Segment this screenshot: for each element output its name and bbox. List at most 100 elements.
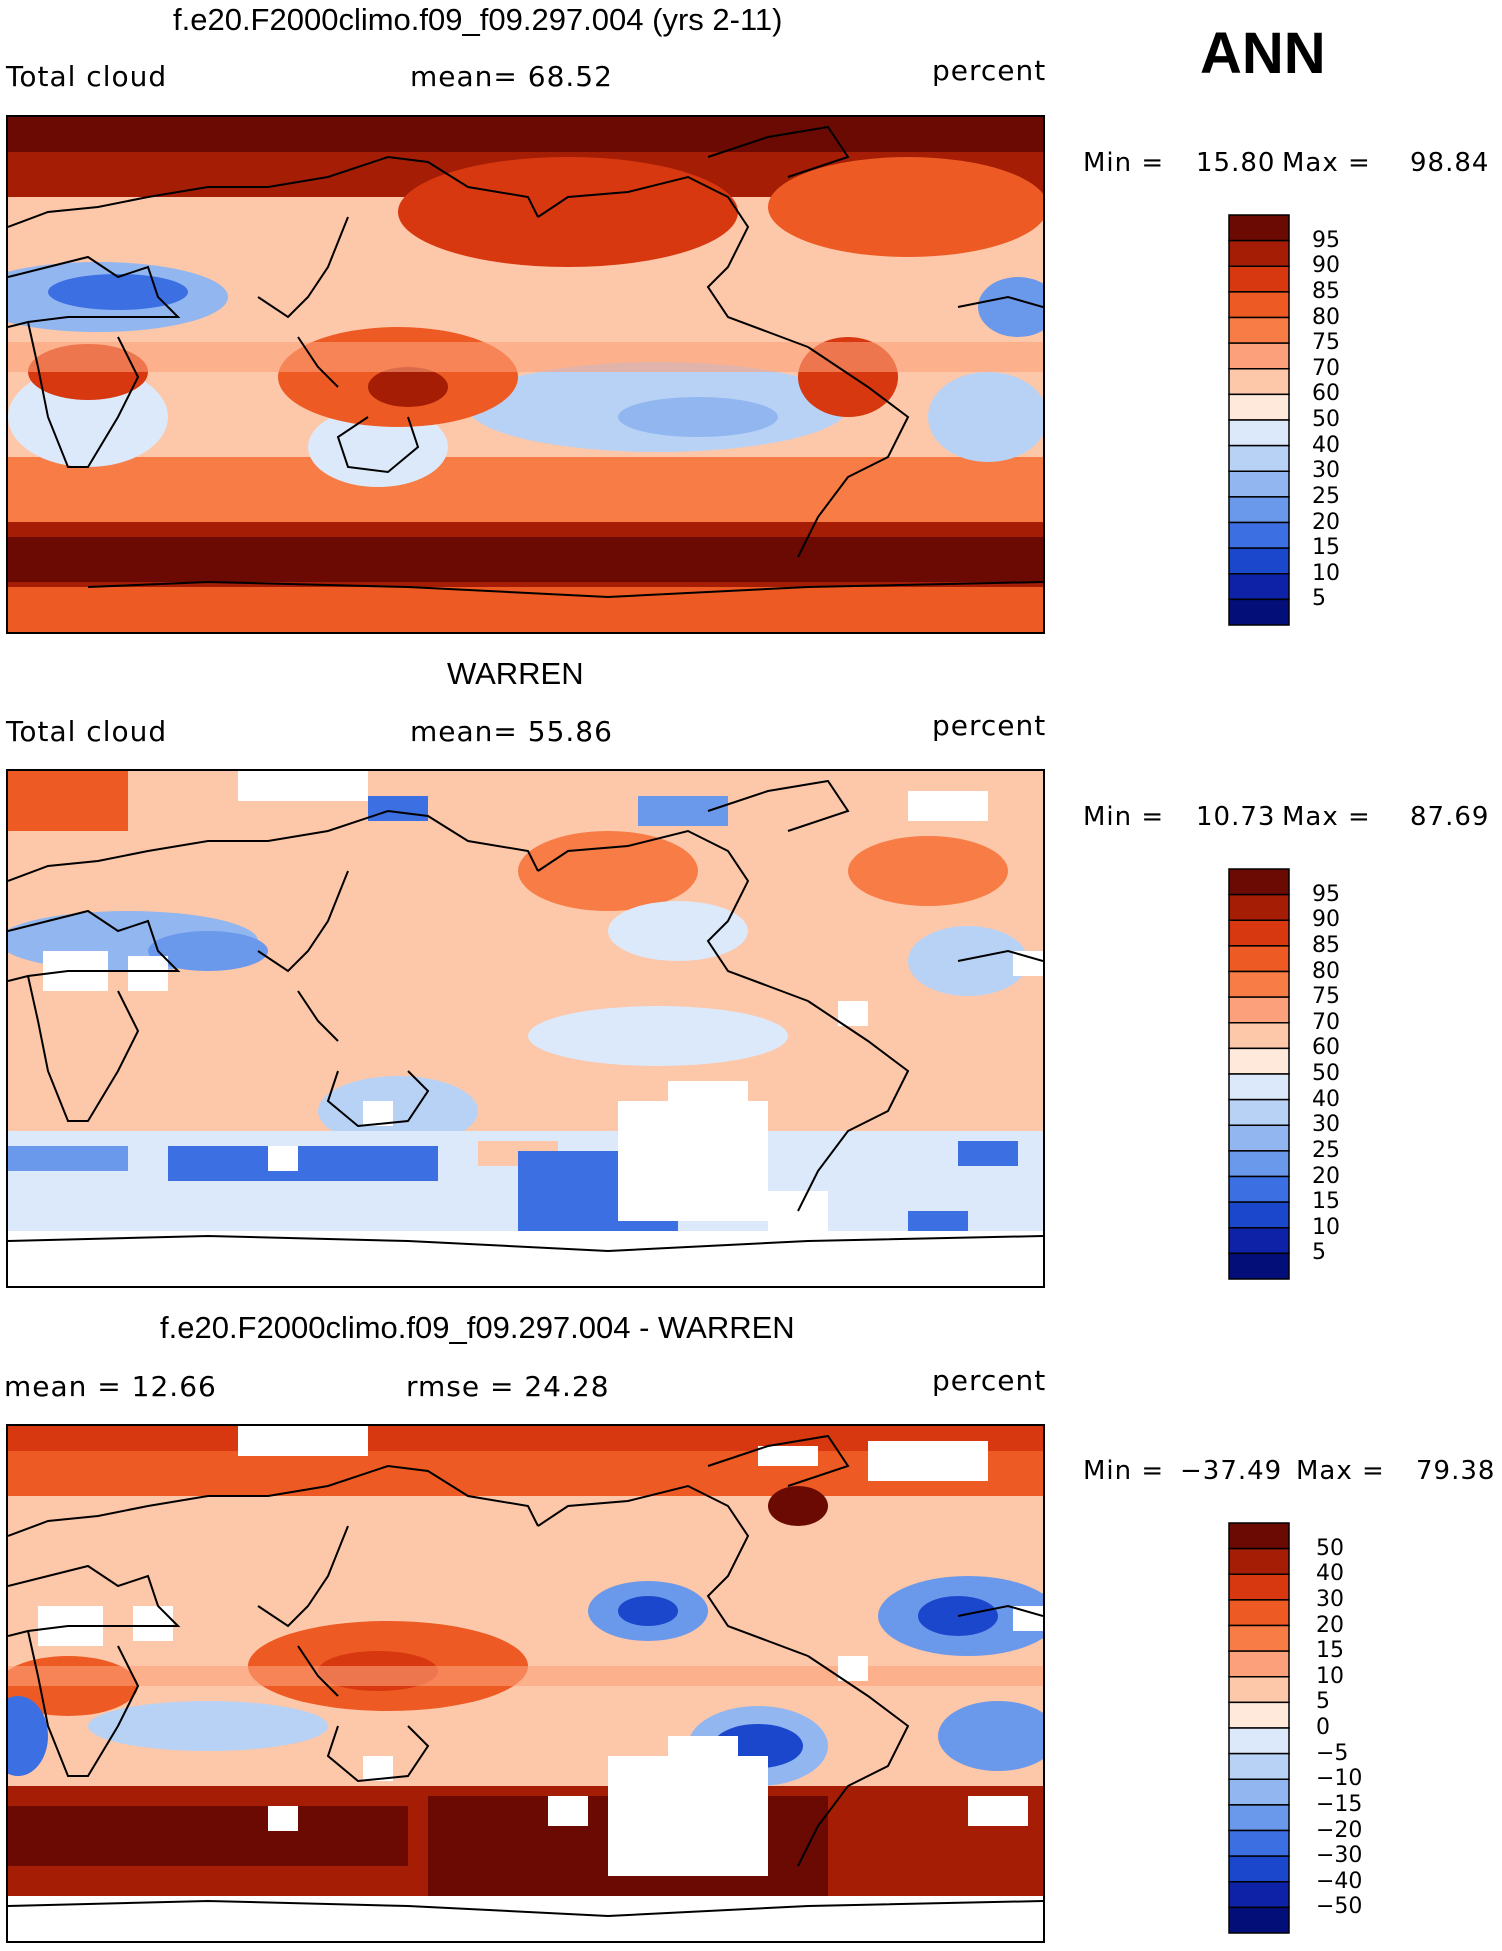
colorbar-swatch <box>1228 1650 1290 1678</box>
panel3-mean-label: mean = 12.66 <box>4 1370 217 1403</box>
panel2-colorbar <box>1228 868 1290 1280</box>
colorbar-tick-label: 20 <box>1312 1163 1340 1189</box>
colorbar-tick-label: 85 <box>1312 278 1340 304</box>
panel2-mean-label: mean= 55.86 <box>410 715 613 748</box>
panel2-map <box>6 769 1045 1288</box>
panel1-variable-label: Total cloud <box>6 60 168 93</box>
colorbar-tick-label: 10 <box>1312 1214 1340 1240</box>
colorbar-swatch <box>1228 1047 1290 1075</box>
colorbar-swatch <box>1228 970 1290 998</box>
colorbar-swatch <box>1228 239 1290 267</box>
colorbar-swatch <box>1228 393 1290 421</box>
panel3-max-label: Max = <box>1296 1456 1385 1486</box>
colorbar-swatch <box>1228 1522 1290 1550</box>
colorbar-tick-label: 10 <box>1316 1663 1344 1689</box>
panel1-colorbar <box>1228 214 1290 626</box>
colorbar-swatch <box>1228 598 1290 626</box>
panel3-title: f.e20.F2000climo.f09_f09.297.004 - WARRE… <box>160 1310 795 1345</box>
panel2-max-label: Max = <box>1282 802 1371 832</box>
colorbar-tick-label: 90 <box>1312 907 1340 933</box>
season-label: ANN <box>1200 21 1326 86</box>
colorbar-swatch <box>1228 1778 1290 1806</box>
colorbar-tick-label: 60 <box>1312 381 1340 407</box>
panel3-min-label: Min = <box>1083 1456 1165 1486</box>
colorbar-swatch <box>1228 1599 1290 1627</box>
panel2-max-value: 87.69 <box>1410 802 1490 832</box>
colorbar-tick-label: −20 <box>1316 1817 1363 1843</box>
colorbar-tick-label: 60 <box>1312 1035 1340 1061</box>
panel3-min-value: −37.49 <box>1180 1456 1283 1486</box>
colorbar-tick-label: 5 <box>1312 586 1326 612</box>
panel3-colorbar-ticks: 50 40 30 20 15 10 5 0 −5 −10 −15 −20 −30 −40 −50 <box>1316 1522 1386 1934</box>
colorbar-swatch <box>1228 214 1290 242</box>
colorbar-swatch <box>1228 1547 1290 1575</box>
panel2-title: WARREN <box>447 656 584 691</box>
colorbar-tick-label: 80 <box>1312 304 1340 330</box>
colorbar-tick-label: 15 <box>1312 1189 1340 1215</box>
colorbar-tick-label: 50 <box>1312 407 1340 432</box>
colorbar-tick-label: 40 <box>1316 1561 1344 1587</box>
colorbar-swatch <box>1228 1175 1290 1203</box>
colorbar-swatch <box>1228 1227 1290 1255</box>
panel1-min-label: Min = <box>1083 148 1165 178</box>
panel2-min-value: 10.73 <box>1196 802 1276 832</box>
colorbar-tick-label: 95 <box>1312 227 1340 253</box>
colorbar-swatch <box>1228 868 1290 896</box>
colorbar-swatch <box>1228 893 1290 921</box>
colorbar-swatch <box>1228 547 1290 575</box>
colorbar-tick-label: −50 <box>1316 1894 1363 1920</box>
panel3-map <box>6 1424 1045 1943</box>
colorbar-tick-label: 30 <box>1316 1586 1344 1612</box>
colorbar-swatch <box>1228 1252 1290 1280</box>
colorbar-swatch <box>1228 919 1290 947</box>
colorbar-tick-label: −40 <box>1316 1868 1363 1894</box>
panel2-units-label: percent <box>932 709 1047 742</box>
panel1-map <box>6 115 1045 634</box>
colorbar-tick-label: 50 <box>1316 1535 1344 1561</box>
colorbar-tick-label: 25 <box>1312 483 1340 509</box>
colorbar-tick-label: 75 <box>1312 984 1340 1010</box>
colorbar-swatch <box>1228 1022 1290 1050</box>
colorbar-tick-label: −10 <box>1316 1766 1363 1792</box>
colorbar-swatch <box>1228 316 1290 344</box>
colorbar-swatch <box>1228 496 1290 524</box>
colorbar-swatch <box>1228 945 1290 973</box>
colorbar-tick-label: 90 <box>1312 253 1340 279</box>
colorbar-swatch <box>1228 1752 1290 1780</box>
colorbar-swatch <box>1228 470 1290 498</box>
colorbar-swatch <box>1228 1150 1290 1178</box>
colorbar-swatch <box>1228 1855 1290 1883</box>
colorbar-swatch <box>1228 1829 1290 1857</box>
panel2-colorbar-ticks: 95 90 85 80 75 70 60 50 40 30 25 20 15 10 5 <box>1312 868 1372 1280</box>
colorbar-tick-label: −5 <box>1316 1740 1349 1766</box>
colorbar-swatch <box>1228 1906 1290 1934</box>
colorbar-swatch <box>1228 368 1290 396</box>
colorbar-tick-label: 20 <box>1312 509 1340 535</box>
colorbar-tick-label: 95 <box>1312 881 1340 907</box>
colorbar-tick-label: 85 <box>1312 932 1340 958</box>
colorbar-swatch <box>1228 996 1290 1024</box>
panel3-max-value: 79.38 <box>1416 1456 1496 1486</box>
colorbar-tick-label: 80 <box>1312 958 1340 984</box>
panel1-mean-label: mean= 68.52 <box>410 60 613 93</box>
colorbar-tick-label: −15 <box>1316 1791 1363 1817</box>
panel1-max-value: 98.84 <box>1410 148 1490 178</box>
panel1-max-label: Max = <box>1282 148 1371 178</box>
panel1-colorbar-ticks: 95 90 85 80 75 70 60 50 40 30 25 20 15 10 5 <box>1312 214 1372 626</box>
colorbar-swatch <box>1228 521 1290 549</box>
panel3-colorbar <box>1228 1522 1290 1934</box>
colorbar-tick-label: 5 <box>1312 1240 1326 1266</box>
colorbar-tick-label: 30 <box>1312 458 1340 484</box>
colorbar-tick-label: 15 <box>1312 535 1340 561</box>
colorbar-swatch <box>1228 291 1290 319</box>
colorbar-swatch <box>1228 265 1290 293</box>
colorbar-swatch <box>1228 1727 1290 1755</box>
panel2-min-label: Min = <box>1083 802 1165 832</box>
colorbar-tick-label: 40 <box>1312 432 1340 458</box>
colorbar-tick-label: 0 <box>1316 1715 1330 1740</box>
colorbar-swatch <box>1228 1124 1290 1152</box>
colorbar-swatch <box>1228 1804 1290 1832</box>
colorbar-swatch <box>1228 444 1290 472</box>
colorbar-tick-label: 50 <box>1312 1061 1340 1086</box>
colorbar-tick-label: 70 <box>1312 355 1340 381</box>
